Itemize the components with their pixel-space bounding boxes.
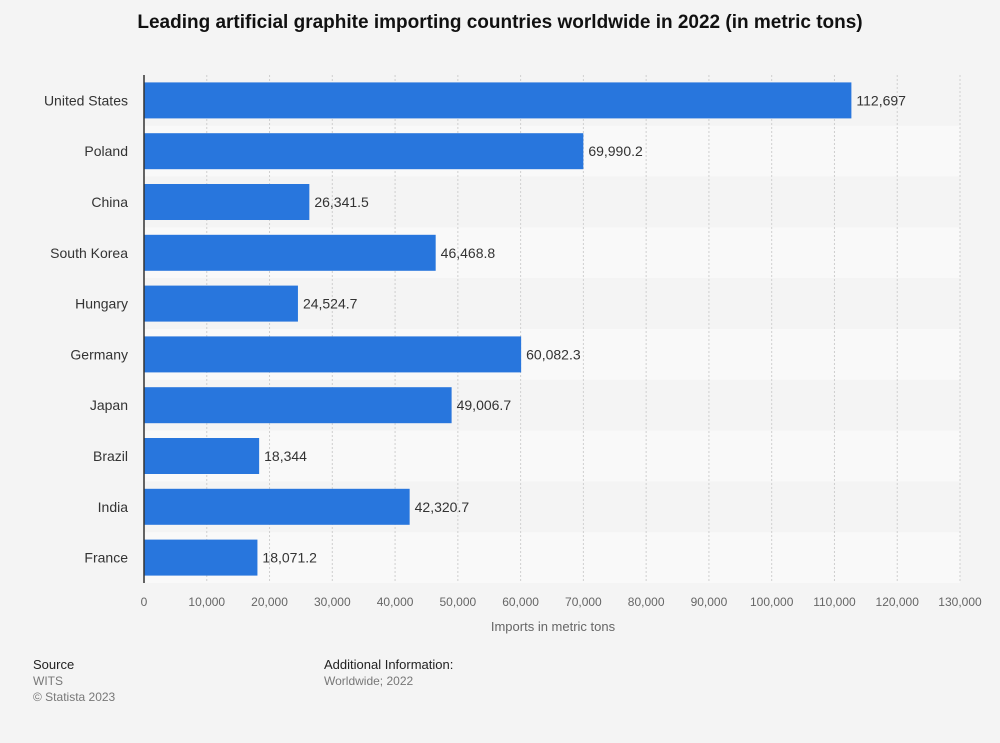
row-background (144, 430, 960, 482)
x-tick-label: 110,000 (813, 595, 856, 609)
x-tick-label: 70,000 (565, 595, 602, 609)
source-heading: Source (33, 657, 75, 672)
bar[interactable] (144, 387, 452, 424)
x-tick-label: 10,000 (188, 595, 225, 609)
category-label: Brazil (93, 448, 128, 464)
additional-info-heading: Additional Information: (324, 657, 454, 672)
value-label: 112,697 (856, 92, 906, 108)
x-tick-label: 130,000 (938, 595, 982, 609)
bar[interactable] (144, 488, 410, 525)
x-tick-label: 120,000 (876, 595, 920, 609)
value-label: 18,071.2 (262, 550, 317, 566)
bar[interactable] (144, 539, 258, 576)
bar[interactable] (144, 82, 852, 119)
x-tick-label: 0 (141, 595, 148, 609)
value-label: 60,082.3 (526, 346, 581, 362)
x-tick-label: 100,000 (750, 595, 794, 609)
x-tick-label: 60,000 (502, 595, 539, 609)
source-name[interactable]: WITS (33, 674, 63, 688)
category-label: South Korea (50, 245, 128, 261)
value-label: 42,320.7 (415, 499, 470, 515)
value-label: 49,006.7 (457, 397, 512, 413)
value-label: 26,341.5 (314, 194, 369, 210)
category-label: China (91, 194, 128, 210)
value-label: 69,990.2 (588, 143, 643, 159)
copyright: © Statista 2023 (33, 690, 116, 704)
chart-title: Leading artificial graphite importing co… (137, 12, 863, 33)
bar[interactable] (144, 133, 584, 170)
value-label: 24,524.7 (303, 296, 358, 312)
additional-info-text: Worldwide; 2022 (324, 674, 414, 688)
value-label: 46,468.8 (441, 245, 496, 261)
bar[interactable] (144, 336, 522, 373)
category-label: United States (44, 92, 128, 108)
x-tick-label: 40,000 (377, 595, 414, 609)
bar[interactable] (144, 184, 310, 220)
x-tick-label: 20,000 (251, 595, 288, 609)
x-tick-label: 90,000 (691, 595, 728, 609)
category-label: Poland (84, 143, 128, 159)
category-label: Hungary (75, 296, 128, 312)
category-label: Germany (70, 346, 128, 362)
bar[interactable] (144, 285, 298, 322)
bar[interactable] (144, 234, 436, 271)
category-label: India (98, 499, 129, 515)
x-axis-title: Imports in metric tons (491, 619, 616, 634)
bar[interactable] (144, 438, 260, 474)
value-label: 18,344 (264, 448, 307, 464)
x-tick-label: 30,000 (314, 595, 351, 609)
category-label: Japan (90, 397, 128, 413)
category-label: France (84, 550, 128, 566)
x-tick-label: 50,000 (439, 595, 476, 609)
additional-info-block: Additional Information: Worldwide; 2022 (324, 657, 453, 689)
source-block: Source WITS © Statista 2023 (33, 657, 115, 705)
row-background (144, 532, 960, 583)
bar-chart: United States 112,697 Poland 69,990.2 China 2… (44, 75, 982, 634)
x-tick-label: 80,000 (628, 595, 665, 609)
